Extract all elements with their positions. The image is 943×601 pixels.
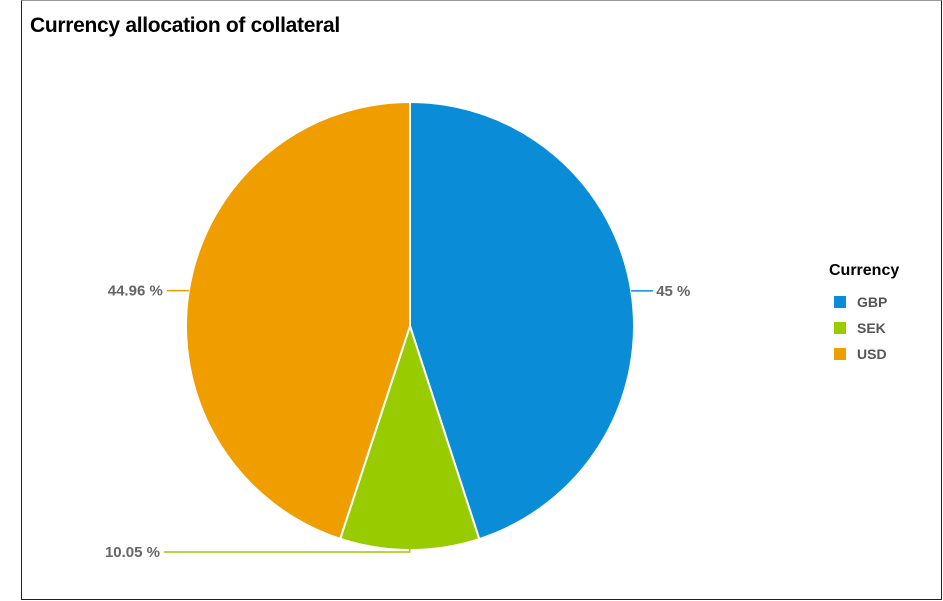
legend-item-sek[interactable]: SEK [829,318,899,338]
data-label-gbp: 45 % [656,283,690,300]
label-leaders [164,289,654,553]
slice-labels: 45 % 10.05 % 44.96 % [105,283,690,561]
legend-item-gbp[interactable]: GBP [829,292,899,312]
legend-items: GBP SEK USD [829,292,899,364]
pie-slices [185,101,635,552]
legend-swatch-sek [834,322,846,334]
pie-slice-gbp[interactable] [409,101,635,541]
legend: Currency GBP SEK USD [829,262,899,370]
data-label-usd: 44.96 % [108,283,163,300]
legend-label-gbp: GBP [857,294,888,310]
leader-line-sek [164,548,411,553]
chart-title: Currency allocation of collateral [30,14,340,37]
pie-slice-usd[interactable] [185,101,411,540]
legend-label-usd: USD [857,346,887,362]
legend-swatch-usd [834,348,846,360]
legend-title: Currency [829,262,900,279]
legend-swatch-gbp [834,296,846,308]
legend-item-usd[interactable]: USD [829,344,899,364]
data-label-sek: 10.05 % [105,544,160,561]
legend-label-sek: SEK [857,320,886,336]
